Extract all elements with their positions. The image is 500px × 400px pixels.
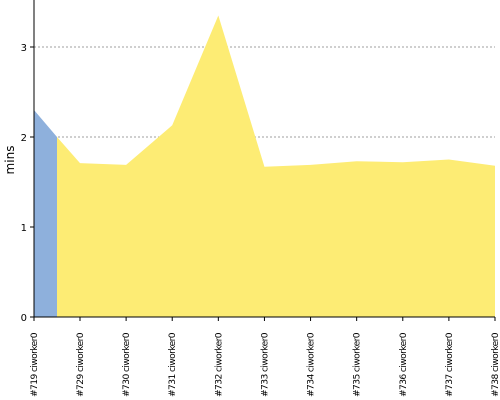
y-tick-label-3: 3 bbox=[21, 43, 27, 54]
x-tick-label-10: #738 ciworker0 bbox=[491, 332, 500, 397]
series-area-1 bbox=[57, 15, 495, 317]
x-tick-label-3: #731 ciworker0 bbox=[168, 332, 178, 397]
x-tick-label-5: #733 ciworker0 bbox=[260, 332, 270, 397]
series-area-0 bbox=[34, 110, 57, 317]
y-tick-label-0: 0 bbox=[21, 313, 27, 324]
x-tick-label-2: #730 ciworker0 bbox=[122, 332, 132, 397]
x-tick-label-4: #732 ciworker0 bbox=[214, 332, 224, 397]
x-tick-label-6: #734 ciworker0 bbox=[307, 332, 317, 397]
y-tick-label-1: 1 bbox=[21, 223, 27, 234]
x-tick-label-0: #719 ciworker0 bbox=[30, 332, 40, 397]
x-tick-label-8: #736 ciworker0 bbox=[399, 332, 409, 397]
y-tick-label-2: 2 bbox=[21, 133, 27, 144]
x-tick-label-9: #737 ciworker0 bbox=[445, 332, 455, 397]
x-tick-label-1: #729 ciworker0 bbox=[76, 332, 86, 397]
x-tick-label-7: #735 ciworker0 bbox=[353, 332, 363, 397]
y-axis-label: mins bbox=[3, 146, 17, 175]
